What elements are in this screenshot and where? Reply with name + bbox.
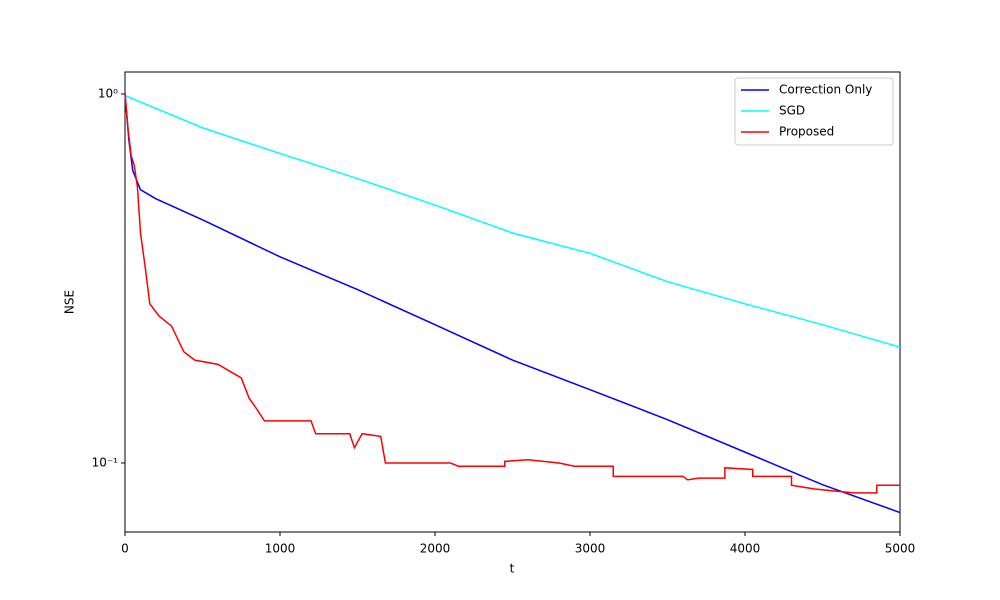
legend-label: Correction Only bbox=[779, 83, 872, 97]
legend-box bbox=[734, 77, 894, 146]
legend-label: SGD bbox=[779, 104, 805, 118]
x-tick-label: 1000 bbox=[265, 542, 296, 556]
series-line bbox=[124, 93, 901, 514]
legend-label: Proposed bbox=[779, 125, 834, 139]
y-tick-label: 10⁻¹ bbox=[92, 455, 119, 469]
x-tick-label: 5000 bbox=[885, 542, 916, 556]
series-line bbox=[124, 94, 901, 348]
series-line bbox=[124, 93, 900, 494]
x-tick-label: 2000 bbox=[420, 542, 451, 556]
x-tick-label: 3000 bbox=[575, 542, 606, 556]
x-tick-label: 0 bbox=[121, 542, 129, 556]
y-tick-label: 10⁰ bbox=[98, 86, 118, 100]
plot-frame bbox=[124, 71, 901, 533]
x-axis-label: t bbox=[510, 562, 515, 576]
y-axis-label: NSE bbox=[63, 290, 77, 314]
x-tick-label: 4000 bbox=[730, 542, 761, 556]
